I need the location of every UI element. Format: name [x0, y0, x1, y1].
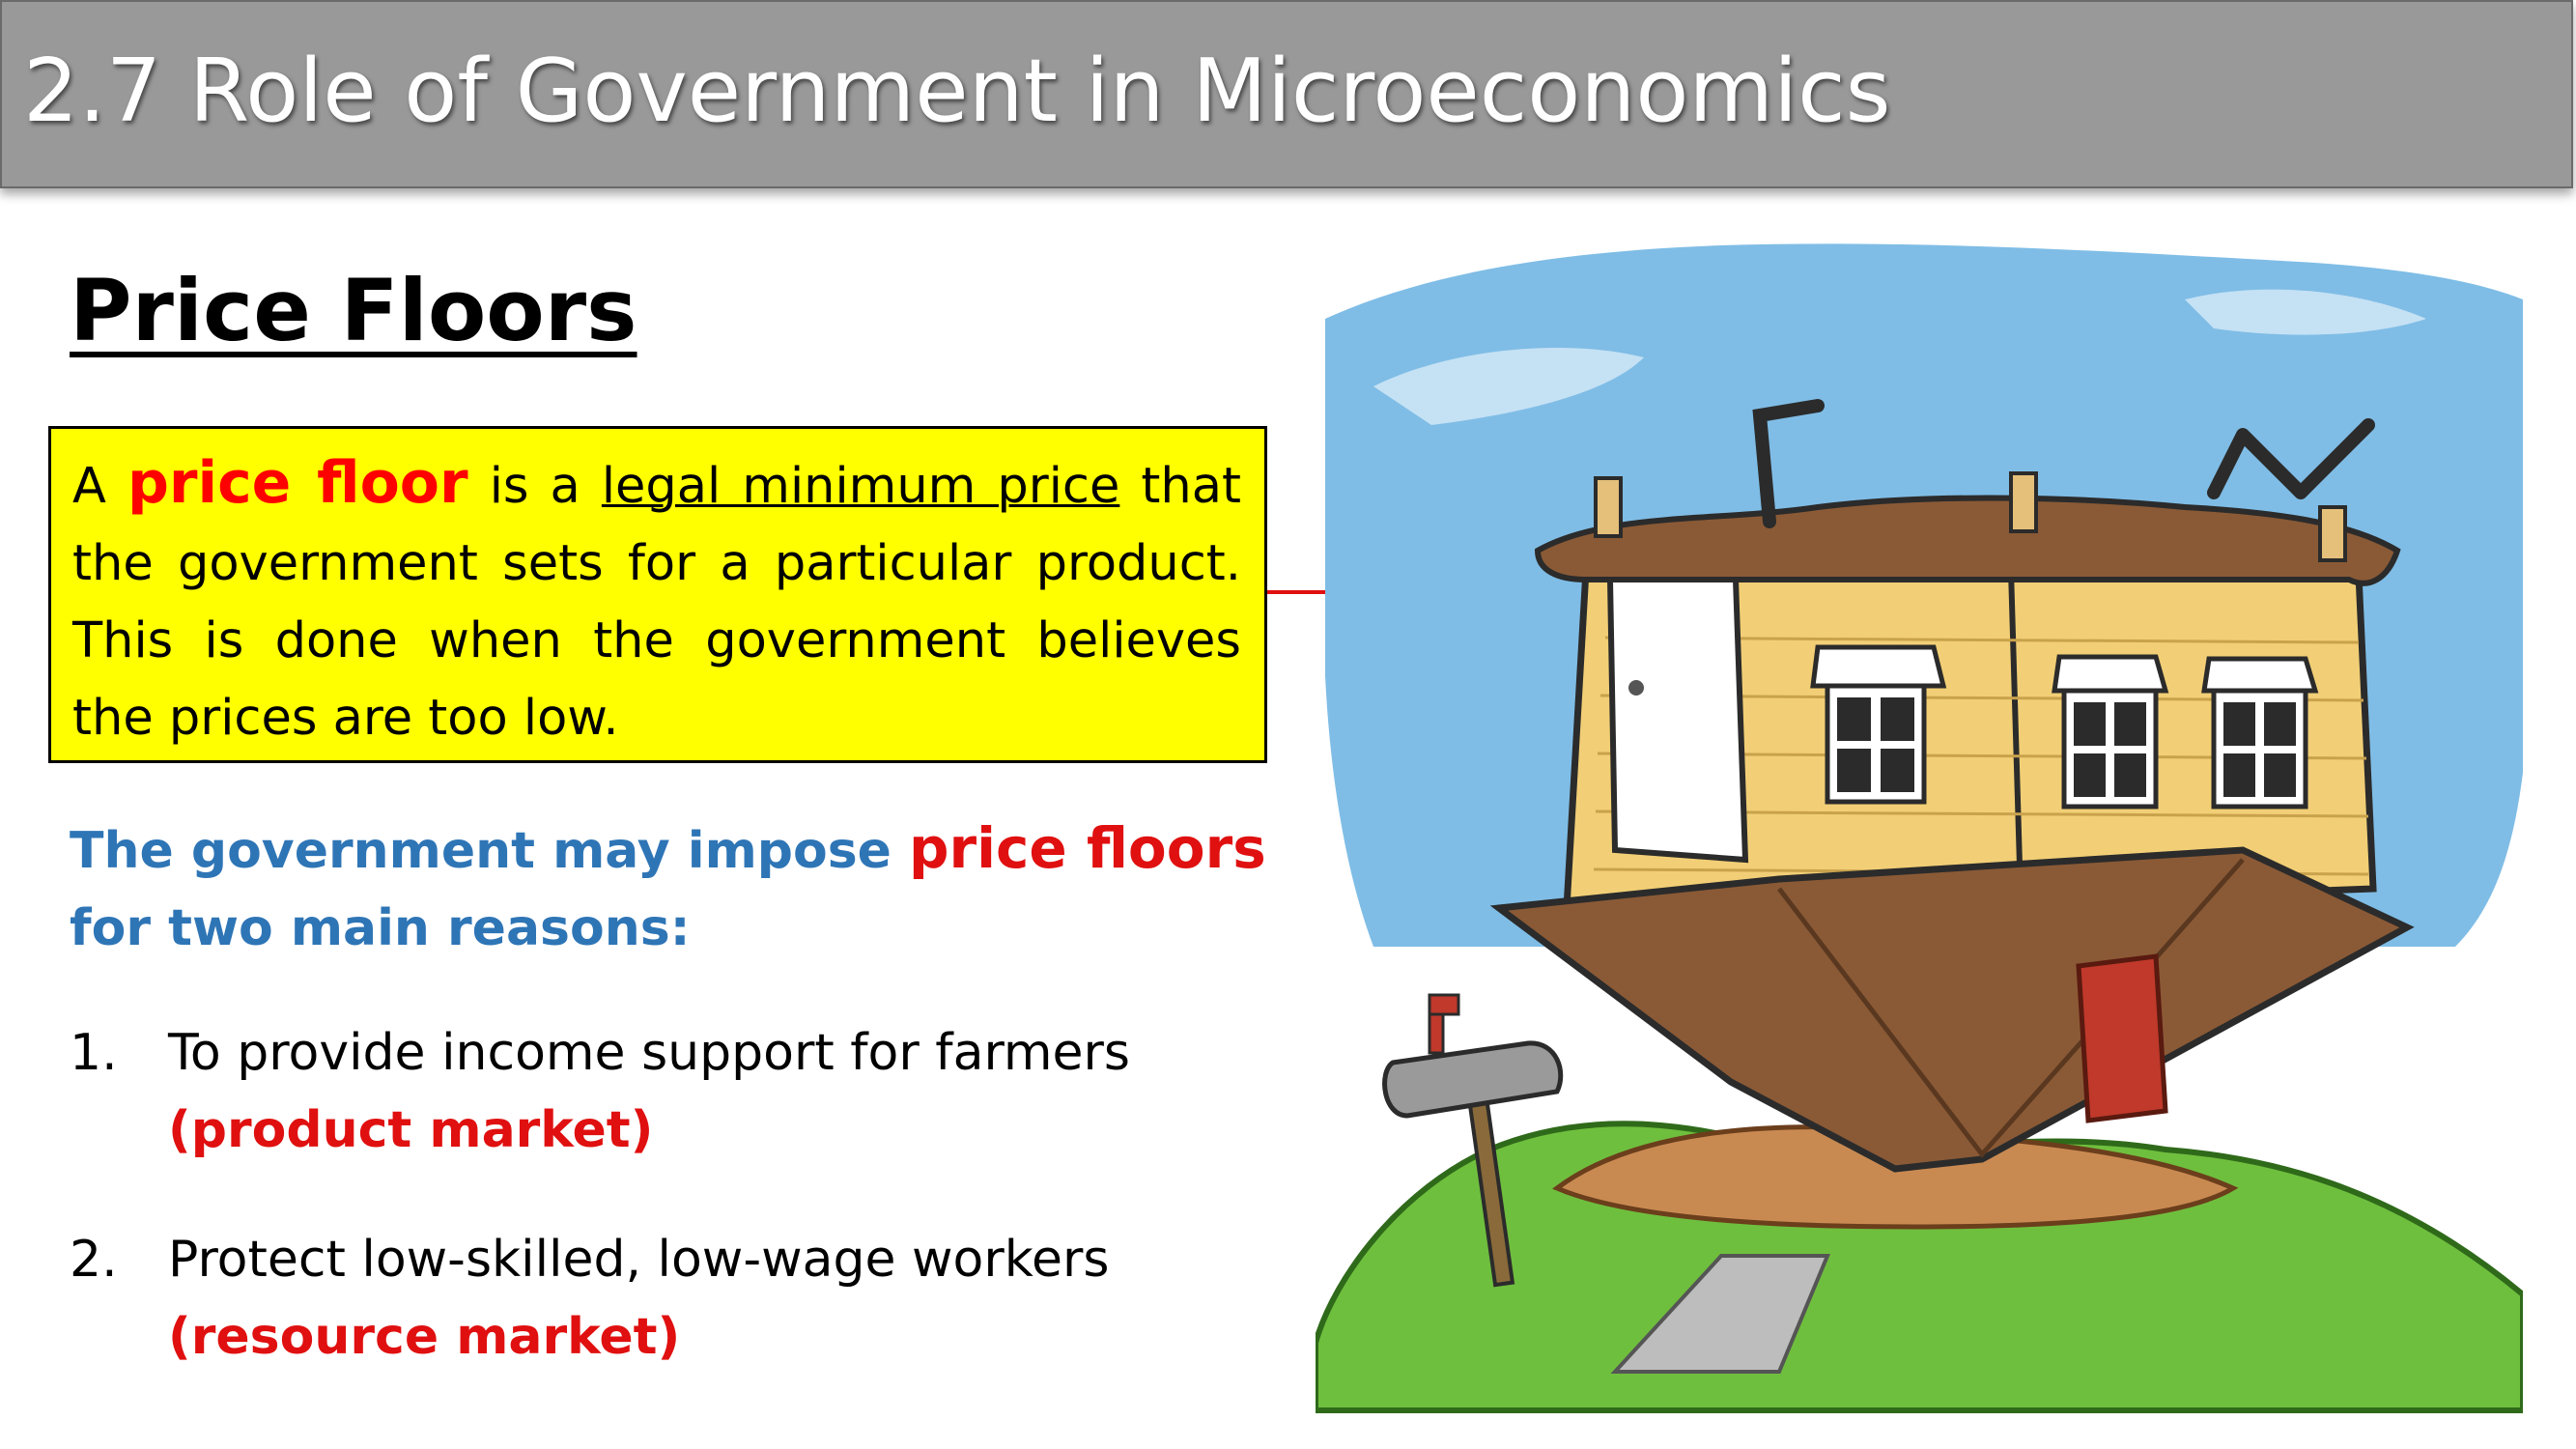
window-shape	[1810, 644, 1947, 805]
slide-title: 2.7 Role of Government in Microeconomics	[23, 41, 1891, 142]
definition-underlined: legal minimum price	[601, 458, 1120, 515]
definition-middle: is a	[467, 458, 602, 515]
door-shape	[1606, 577, 1749, 864]
stone-path	[1610, 1254, 1830, 1374]
definition-box: A price floor is a legal minimum price t…	[48, 426, 1267, 763]
reason-number: 2.	[70, 1231, 118, 1289]
reasons-intro: The government may impose price floors f…	[70, 810, 1277, 967]
window-shape	[2052, 654, 2169, 810]
dirt-mound	[1552, 1124, 2239, 1230]
reasons-intro-term: price floors	[909, 815, 1266, 881]
window-shape	[2201, 656, 2319, 810]
reason-body: Protect low-skilled, low-wage workers (r…	[168, 1221, 1277, 1376]
cloud-shape	[1373, 348, 1644, 425]
reasons-intro-after: for two main reasons:	[70, 899, 691, 957]
house-illustration	[1313, 243, 2526, 1413]
cloud-shape	[2185, 289, 2426, 335]
section-heading: Price Floors	[70, 261, 637, 360]
reason-text: To provide income support for farmers	[168, 1024, 1131, 1082]
foundation-shape	[1534, 495, 2401, 586]
definition-prefix: A	[72, 458, 127, 515]
chimney-shape	[2076, 953, 2168, 1123]
reason-number: 1.	[70, 1024, 118, 1082]
upside-down-house-icon	[1313, 232, 2526, 1430]
reason-market: (product market)	[168, 1101, 654, 1159]
reason-text: Protect low-skilled, low-wage workers	[168, 1231, 1110, 1289]
mailbox-shape	[1382, 993, 1564, 1288]
definition-term: price floor	[127, 449, 468, 517]
reason-body: To provide income support for farmers (p…	[168, 1014, 1277, 1169]
definition-text: A price floor is a legal minimum price t…	[72, 444, 1241, 757]
reasons-intro-before: The government may impose	[70, 822, 910, 880]
reason-market: (resource market)	[168, 1308, 681, 1366]
reason-item-2: 2. Protect low-skilled, low-wage workers…	[70, 1221, 1277, 1376]
definition-suffix: that the government sets for a particula…	[72, 458, 1241, 747]
reason-item-1: 1. To provide income support for farmers…	[70, 1014, 1277, 1169]
title-bar: 2.7 Role of Government in Microeconomics	[0, 0, 2573, 188]
